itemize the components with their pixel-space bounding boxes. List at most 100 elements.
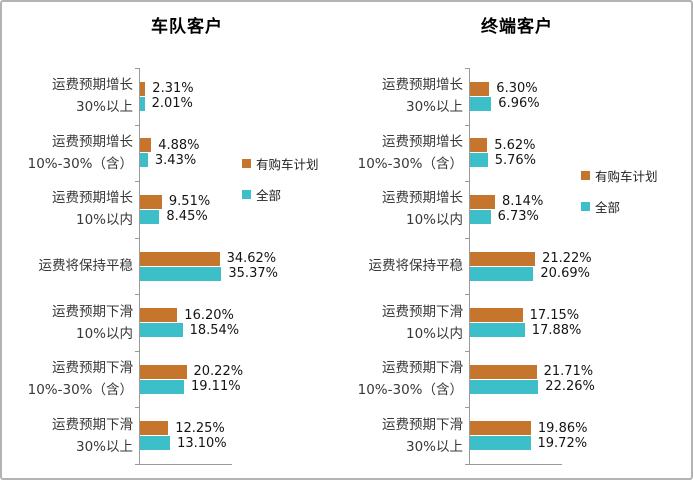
category-label: 运费预期下滑 30%以上 [2, 407, 133, 464]
plot-area: 运费预期增长 30%以上 2.31% 2.01% 运费预期增长 10%-30%（含） 4.8… [2, 68, 347, 464]
category-axis-line [469, 68, 470, 464]
value-label: 3.43% [154, 152, 197, 168]
value-label: 6.73% [497, 209, 539, 225]
legend: 有购车计划 全部 [581, 166, 658, 228]
bar-row-all: 19.72% [470, 435, 588, 451]
legend-label-all: 全部 [256, 188, 282, 203]
bar-all [470, 436, 531, 451]
bar-row-planned: 20.22% [140, 364, 243, 379]
bar-row-planned: 12.25% [140, 420, 227, 436]
category-label-line: 30%以上 [75, 99, 133, 116]
category-label-line: 30%以上 [75, 438, 133, 455]
value-label: 19.72% [537, 435, 588, 451]
category-row: 运费预期下滑 10%-30%（含） 20.22% 19.11% [2, 350, 347, 408]
legend-swatch-all-icon [581, 202, 590, 211]
bar-group: 8.14% 6.73% [470, 181, 543, 238]
category-row: 运费预期下滑 10%以内 17.15% 17.88% [346, 294, 691, 351]
bar-group: 17.15% 17.88% [470, 294, 581, 351]
bar-row-planned: 34.62% [140, 251, 278, 267]
bar-row-all: 35.37% [140, 266, 278, 281]
value-label: 8.14% [502, 194, 544, 210]
category-label: 运费预期下滑 30%以上 [346, 407, 463, 464]
legend-item-all: 全部 [581, 197, 658, 216]
bar-planned [470, 308, 523, 323]
value-axis-line [465, 464, 562, 465]
bar-row-planned: 2.31% [140, 81, 194, 97]
category-label-line: 运费预期增长 [52, 190, 133, 207]
bar-row-planned: 6.30% [470, 81, 540, 97]
category-label: 运费预期增长 30%以上 [346, 68, 463, 125]
category-label-line: 10%以内 [75, 325, 133, 342]
category-row: 运费预期增长 10%-30%（含） 5.62% 5.76% [346, 124, 691, 182]
value-label: 9.51% [168, 194, 211, 210]
value-label: 34.62% [226, 251, 277, 267]
category-label-line: 10%-30%（含） [357, 382, 463, 399]
bar-all [140, 379, 184, 394]
bar-row-all: 18.54% [140, 323, 239, 338]
category-label: 运费将保持平稳 [346, 238, 464, 295]
bar-group: 21.22% 20.69% [470, 238, 592, 295]
bar-all [140, 96, 145, 111]
bar-all [470, 153, 488, 168]
category-label-line: 运费预期增长 [52, 133, 133, 150]
value-label: 8.45% [166, 209, 208, 225]
category-label: 运费预期下滑 10%-30%（含） [2, 351, 133, 408]
bar-group: 12.25% 13.10% [140, 407, 227, 464]
value-label: 5.76% [494, 152, 536, 168]
bar-group: 6.30% 6.96% [470, 68, 540, 125]
legend-label-all: 全部 [595, 200, 621, 215]
category-row: 运费预期增长 30%以上 2.31% 2.01% [2, 68, 347, 125]
value-label: 4.88% [158, 137, 200, 153]
category-label-line: 运费预期增长 [382, 190, 463, 207]
bar-row-all: 6.96% [470, 96, 540, 111]
value-axis-line [135, 464, 232, 465]
bar-all [470, 209, 491, 224]
value-label: 2.01% [151, 96, 193, 112]
legend-item-planned: 有购车计划 [581, 166, 658, 185]
bar-planned [470, 251, 536, 266]
value-label: 6.30% [496, 81, 538, 97]
category-label-line: 运费预期下滑 [382, 303, 463, 320]
legend-item-planned: 有购车计划 [242, 154, 319, 173]
value-label: 12.25% [175, 420, 225, 436]
category-row: 运费预期下滑 30%以上 12.25% 13.10% [2, 407, 347, 464]
value-label: 2.31% [152, 81, 194, 97]
bar-planned [140, 251, 220, 266]
value-label: 20.69% [540, 266, 590, 282]
category-label-line: 运费预期下滑 [52, 360, 133, 377]
bar-row-all: 3.43% [140, 152, 200, 168]
category-label: 运费将保持平稳 [2, 238, 134, 295]
bar-group: 34.62% 35.37% [140, 238, 278, 295]
category-axis-line [139, 68, 140, 464]
category-label: 运费预期增长 10%-30%（含） [2, 125, 133, 182]
category-label: 运费预期下滑 10%以内 [346, 294, 463, 351]
category-label-line: 运费将保持平稳 [38, 258, 134, 275]
bar-row-planned: 21.71% [470, 364, 595, 379]
bar-planned [140, 194, 162, 209]
category-label-line: 10%-30%（含） [27, 382, 133, 399]
category-label: 运费预期增长 10%-30%（含） [346, 125, 463, 182]
category-label-line: 10%-30%（含） [357, 155, 463, 172]
bar-planned [140, 364, 187, 379]
value-label: 22.26% [545, 379, 595, 395]
category-label-line: 运费预期增长 [382, 133, 463, 150]
category-label-line: 运费预期增长 [52, 77, 133, 94]
legend: 有购车计划 全部 [242, 154, 319, 216]
bar-all [470, 266, 534, 281]
category-label-line: 运费预期下滑 [382, 360, 463, 377]
bar-planned [140, 421, 169, 436]
legend-swatch-all-icon [242, 190, 251, 199]
category-row: 运费将保持平稳 34.62% 35.37% [2, 237, 347, 295]
category-label-line: 10%-30%（含） [27, 155, 133, 172]
category-label-line: 10%以内 [405, 212, 463, 229]
category-label-line: 10%以内 [75, 212, 133, 229]
bar-all [140, 436, 171, 451]
category-label: 运费预期增长 30%以上 [2, 68, 133, 125]
bar-row-all: 20.69% [470, 266, 592, 282]
chart-title: 终端客户 [481, 17, 553, 37]
bar-planned [140, 138, 152, 153]
chart-title: 车队客户 [151, 17, 223, 37]
category-row: 运费预期增长 10%以内 8.14% 6.73% [346, 181, 691, 238]
category-row: 运费预期下滑 10%-30%（含） 21.71% 22.26% [346, 350, 691, 408]
bar-all [470, 379, 539, 394]
